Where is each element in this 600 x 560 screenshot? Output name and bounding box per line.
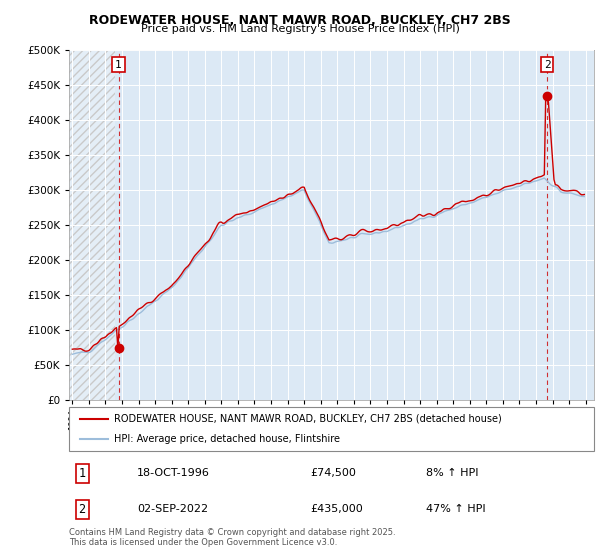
Text: 1: 1 [79,467,86,480]
Text: 18-OCT-1996: 18-OCT-1996 [137,468,210,478]
Text: £74,500: £74,500 [311,468,356,478]
Text: Contains HM Land Registry data © Crown copyright and database right 2025.
This d: Contains HM Land Registry data © Crown c… [69,528,395,547]
Text: Price paid vs. HM Land Registry's House Price Index (HPI): Price paid vs. HM Land Registry's House … [140,24,460,34]
Text: RODEWATER HOUSE, NANT MAWR ROAD, BUCKLEY, CH7 2BS: RODEWATER HOUSE, NANT MAWR ROAD, BUCKLEY… [89,14,511,27]
Text: £435,000: £435,000 [311,505,363,515]
Text: 8% ↑ HPI: 8% ↑ HPI [426,468,479,478]
Text: RODEWATER HOUSE, NANT MAWR ROAD, BUCKLEY, CH7 2BS (detached house): RODEWATER HOUSE, NANT MAWR ROAD, BUCKLEY… [113,414,502,424]
Text: 2: 2 [544,59,551,69]
Text: 1: 1 [115,59,122,69]
Text: HPI: Average price, detached house, Flintshire: HPI: Average price, detached house, Flin… [113,434,340,444]
Text: 47% ↑ HPI: 47% ↑ HPI [426,505,485,515]
Text: 2: 2 [79,503,86,516]
Text: 02-SEP-2022: 02-SEP-2022 [137,505,208,515]
